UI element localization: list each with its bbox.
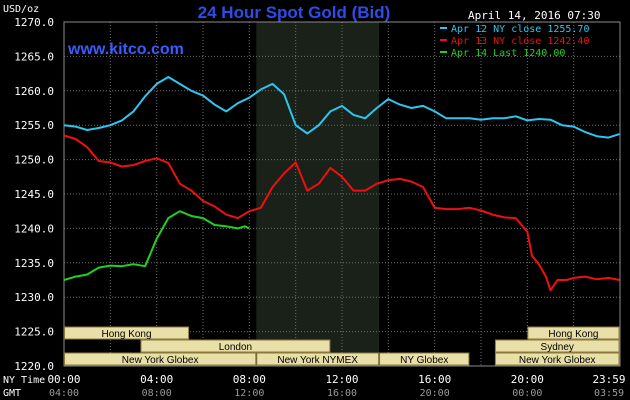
price-series <box>63 76 620 292</box>
x-tick-label-gmt: 16:00 <box>327 388 357 399</box>
x-tick-label-ny: 08:00 <box>233 373 266 386</box>
x-tick-label-ny: 23:59 <box>592 373 625 386</box>
x-tick-label-ny: 12:00 <box>325 373 358 386</box>
y-tick-label: 1245.0 <box>14 188 54 201</box>
x-tick-label-gmt: 00:00 <box>512 388 542 399</box>
session-box <box>64 352 257 366</box>
x-tick-label-gmt: 03:59 <box>594 388 624 399</box>
y-tick-label: 1260.0 <box>14 85 54 98</box>
session-box <box>140 339 331 353</box>
y-tick-label: 1225.0 <box>14 326 54 339</box>
session-label: New York NYMEX <box>277 355 358 366</box>
y-tick-label: 1255.0 <box>14 119 54 132</box>
chart-title: 24 Hour Spot Gold (Bid) <box>198 3 391 22</box>
x-tick-label-ny: 20:00 <box>511 373 544 386</box>
legend-label: Apr 13 NY close 1242.40 <box>451 36 589 47</box>
x-tick-label-gmt: 08:00 <box>142 388 172 399</box>
gridlines <box>63 21 621 367</box>
y-tick-label: 1220.0 <box>14 360 54 373</box>
date-time-stamp: April 14, 2016 07:30 <box>468 9 600 22</box>
session-box <box>494 352 620 366</box>
y-tick-label: 1270.0 <box>14 16 54 29</box>
site-url: www.kitco.com <box>67 41 184 58</box>
x-tick-label-gmt: 12:00 <box>234 388 264 399</box>
y-axis-ticks: 1270.0 1265.0 1260.0 1255.0 1250.0 1245.0 1240… <box>14 16 54 373</box>
trading-sessions: Hong Kong London New York Globex New York N… <box>64 326 620 366</box>
y-axis-unit-label: USD/oz <box>3 4 39 15</box>
legend-label: Apr 14 Last 1240.00 <box>451 48 565 59</box>
plot-frame <box>63 21 621 367</box>
session-box <box>494 339 620 353</box>
session-label: Hong Kong <box>102 329 152 340</box>
session-label: New York Globex <box>122 355 199 366</box>
session-label: Sydney <box>541 342 574 353</box>
session-label: New York Globex <box>519 355 596 366</box>
x-tick-label-ny: 16:00 <box>418 373 451 386</box>
x-tick-label-gmt: 04:00 <box>49 388 79 399</box>
session-box <box>379 352 470 366</box>
y-tick-label: 1240.0 <box>14 222 54 235</box>
session-label: Hong Kong <box>548 329 598 340</box>
y-tick-label: 1250.0 <box>14 154 54 167</box>
session-box <box>64 326 190 340</box>
session-label: NY Globex <box>400 355 448 366</box>
session-box <box>527 326 620 340</box>
x-tick-label-gmt: 20:00 <box>420 388 450 399</box>
y-tick-label: 1265.0 <box>14 50 54 63</box>
session-box <box>256 352 380 366</box>
legend-label: Apr 12 NY close 1255.70 <box>451 24 589 35</box>
gmt-row-label: GMT <box>3 388 21 399</box>
series-line <box>63 134 620 292</box>
ny-time-row-label: NY Time <box>3 375 45 386</box>
x-axis-ticks: 00:00 04:00 08:00 12:00 16:00 20:00 23:59 04:00… <box>47 373 625 399</box>
session-label: London <box>219 342 252 353</box>
x-tick-label-ny: 04:00 <box>140 373 173 386</box>
x-tick-label-ny: 00:00 <box>47 373 80 386</box>
y-tick-label: 1235.0 <box>14 257 54 270</box>
series-line <box>63 76 620 139</box>
series-line <box>63 210 250 281</box>
y-tick-label: 1230.0 <box>14 291 54 304</box>
